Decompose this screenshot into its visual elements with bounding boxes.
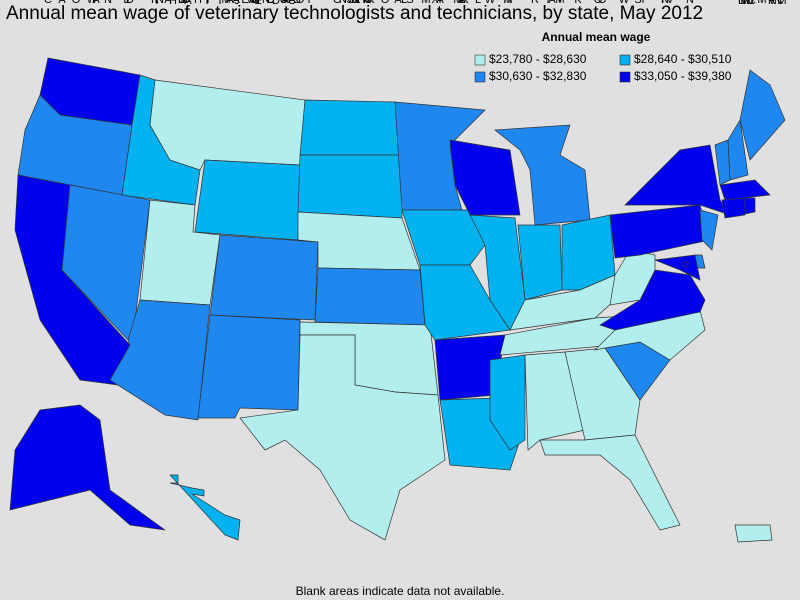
state	[401, 209, 486, 266]
state	[539, 434, 681, 531]
state	[714, 139, 731, 186]
state	[734, 524, 773, 543]
state	[239, 334, 446, 541]
state	[517, 224, 563, 301]
state	[449, 139, 521, 216]
state	[727, 118, 749, 181]
legend-swatch	[474, 71, 486, 83]
state	[169, 474, 241, 541]
legend-swatch	[619, 71, 631, 83]
legend-label: $23,780 - $28,630	[489, 52, 587, 66]
state	[314, 267, 426, 326]
state	[719, 179, 771, 201]
state	[739, 69, 786, 161]
states: WAORCANVIDMTWYUTAZCONMNDSDNEKSOKTXMNIAMO…	[9, 0, 787, 543]
state	[524, 351, 586, 451]
legend-title: Annual mean wage	[542, 30, 651, 44]
state	[9, 404, 166, 531]
legend-swatch	[474, 54, 486, 66]
state	[197, 314, 301, 419]
state	[744, 197, 756, 215]
legend: $23,780 - $28,630 $28,640 - $30,510 $30,63…	[474, 52, 732, 83]
state	[609, 204, 711, 259]
state	[109, 299, 211, 421]
state	[299, 99, 403, 156]
state	[699, 209, 719, 251]
state	[297, 154, 403, 219]
footnote: Blank areas indicate data not available.	[296, 584, 505, 598]
state	[209, 234, 319, 321]
state	[194, 159, 301, 241]
state	[624, 144, 731, 216]
state	[489, 354, 526, 451]
legend-swatch	[619, 54, 631, 66]
state	[654, 254, 701, 281]
state-label: WA	[87, 0, 101, 6]
legend-label: $33,050 - $39,380	[634, 69, 732, 83]
state	[721, 197, 746, 219]
state	[682, 261, 689, 268]
legend-label: $30,630 - $32,830	[489, 69, 587, 83]
legend-label: $28,640 - $30,510	[634, 52, 732, 66]
map-title: Annual mean wage of veterinary technolog…	[6, 3, 703, 24]
state	[149, 79, 306, 171]
